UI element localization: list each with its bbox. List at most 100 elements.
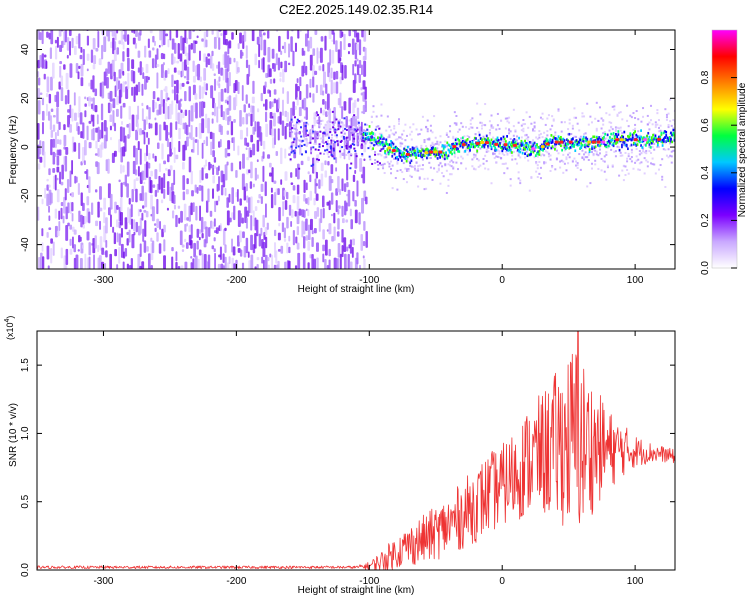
noise-mark <box>116 232 119 243</box>
ridge-mark <box>520 144 523 147</box>
halo-mark <box>656 145 659 148</box>
ridge-mark <box>481 145 483 149</box>
halo-mark <box>393 127 396 130</box>
noise-mark <box>230 121 234 136</box>
halo-mark <box>436 170 439 173</box>
noise-mark <box>119 197 123 212</box>
noise-mark <box>233 118 236 123</box>
noise-mark <box>265 72 269 79</box>
ridge-mark <box>551 145 554 148</box>
halo-mark <box>597 119 600 122</box>
halo-mark <box>525 111 528 114</box>
transition-mark <box>375 140 378 143</box>
noise-mark <box>312 76 315 88</box>
noise-mark <box>205 136 209 147</box>
ridge-mark <box>488 142 491 145</box>
halo-mark <box>291 120 294 123</box>
halo-mark <box>307 142 310 145</box>
noise-mark <box>262 32 266 36</box>
halo-mark <box>319 123 322 126</box>
noise-mark <box>296 184 300 195</box>
noise-mark <box>333 226 336 241</box>
noise-mark <box>362 104 366 115</box>
halo-mark <box>504 127 507 130</box>
noise-mark <box>285 123 289 127</box>
ridge-peak-mark <box>619 138 624 142</box>
noise-mark <box>109 193 113 210</box>
ridge-mark <box>571 137 574 140</box>
ridge-mark <box>379 142 382 146</box>
halo-mark <box>396 162 399 165</box>
halo-mark <box>460 137 463 140</box>
noise-mark <box>333 212 336 224</box>
ridge-mark <box>369 138 372 142</box>
noise-mark <box>139 209 142 213</box>
noise-mark <box>56 155 60 166</box>
halo-mark <box>498 127 501 130</box>
halo-mark <box>651 146 654 149</box>
noise-mark <box>58 221 61 232</box>
ridge-mark <box>455 146 458 150</box>
halo-mark <box>394 177 397 180</box>
noise-mark <box>365 196 368 205</box>
noise-mark <box>359 264 361 269</box>
halo-mark <box>390 172 393 175</box>
noise-mark <box>180 35 183 51</box>
ridge-mark <box>543 142 546 146</box>
noise-mark <box>213 157 217 163</box>
noise-mark <box>294 42 297 52</box>
noise-mark <box>37 71 40 78</box>
noise-mark <box>198 122 202 139</box>
noise-mark <box>123 251 126 259</box>
noise-mark <box>241 52 244 57</box>
halo-mark <box>535 161 538 164</box>
snr-y-scale-close: ) <box>5 316 15 319</box>
noise-mark <box>318 179 321 189</box>
ridge-mark <box>664 130 666 133</box>
halo-mark <box>303 138 306 141</box>
ridge-mark <box>457 149 459 153</box>
halo-mark <box>329 121 332 124</box>
noise-mark <box>224 244 227 253</box>
transition-mark <box>381 138 384 141</box>
halo-mark <box>570 133 573 136</box>
ridge-mark <box>391 150 394 154</box>
noise-mark <box>192 102 196 113</box>
ridge-mark <box>368 125 371 128</box>
halo-mark <box>573 107 576 110</box>
noise-mark <box>156 97 160 102</box>
halo-mark <box>436 142 439 145</box>
ridge-mark <box>643 136 646 140</box>
ridge-mark <box>362 131 365 135</box>
ridge-mark <box>519 143 522 147</box>
halo-mark <box>386 115 389 118</box>
halo-mark <box>560 159 563 162</box>
halo-mark <box>626 160 629 163</box>
halo-mark <box>519 141 522 144</box>
halo-mark <box>390 168 393 171</box>
noise-mark <box>95 127 99 133</box>
ridge-mark <box>451 143 453 146</box>
noise-mark <box>54 39 58 44</box>
noise-mark <box>95 48 99 52</box>
noise-mark <box>71 159 74 175</box>
halo-mark <box>618 111 621 114</box>
noise-mark <box>154 189 158 197</box>
ridge-mark <box>622 135 625 139</box>
noise-mark <box>251 96 255 104</box>
noise-mark <box>346 163 349 181</box>
noise-mark <box>264 254 268 269</box>
noise-mark <box>45 60 48 69</box>
halo-mark <box>557 108 560 111</box>
ridge-mark <box>421 155 424 159</box>
halo-mark <box>439 141 442 144</box>
noise-mark <box>203 101 206 109</box>
noise-mark <box>218 37 221 50</box>
noise-mark <box>207 254 211 269</box>
ridge-mark <box>379 137 382 140</box>
halo-mark <box>634 127 637 130</box>
noise-mark <box>82 48 85 66</box>
ridge-mark <box>484 142 487 146</box>
noise-mark <box>294 265 298 269</box>
snr-y-label: SNR (10 * v/v) <box>8 403 19 467</box>
